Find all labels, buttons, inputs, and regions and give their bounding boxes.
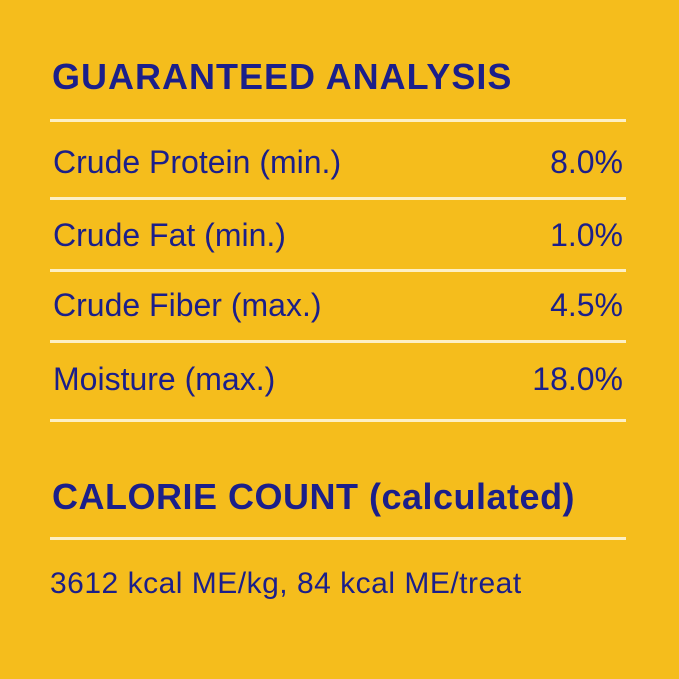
analysis-row: Crude Fat (min.) 1.0%	[53, 215, 623, 255]
row-label: Crude Protein (min.)	[53, 144, 342, 180]
analysis-row: Moisture (max.) 18.0%	[53, 359, 623, 399]
divider	[50, 537, 626, 540]
divider	[50, 340, 626, 343]
guaranteed-analysis-heading: GUARANTEED ANALYSIS	[52, 56, 513, 97]
calorie-count-text: 3612 kcal ME/kg, 84 kcal ME/treat	[50, 567, 522, 600]
analysis-row: Crude Protein (min.) 8.0%	[53, 142, 623, 182]
divider	[50, 419, 626, 422]
calorie-count-heading: CALORIE COUNT (calculated)	[52, 476, 576, 517]
analysis-row: Crude Fiber (max.) 4.5%	[53, 285, 623, 325]
row-label: Crude Fiber (max.)	[53, 287, 322, 323]
row-label: Moisture (max.)	[53, 361, 276, 397]
divider	[50, 197, 626, 200]
row-value: 8.0%	[550, 144, 623, 180]
divider	[50, 269, 626, 272]
row-value: 18.0%	[532, 361, 623, 397]
row-label: Crude Fat (min.)	[53, 217, 286, 253]
row-value: 4.5%	[550, 287, 623, 323]
divider	[50, 119, 626, 122]
row-value: 1.0%	[550, 217, 623, 253]
